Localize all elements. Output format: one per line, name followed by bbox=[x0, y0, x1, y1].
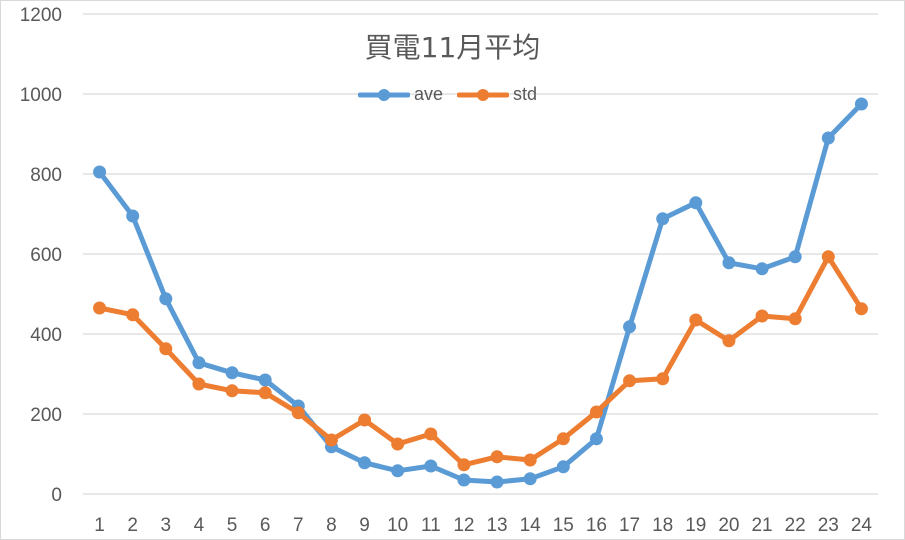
data-point bbox=[788, 250, 802, 264]
y-tick-label: 800 bbox=[30, 165, 62, 186]
data-point bbox=[424, 427, 438, 441]
x-tick-label: 11 bbox=[421, 515, 441, 536]
data-point bbox=[225, 366, 239, 380]
y-tick-label: 0 bbox=[51, 485, 62, 506]
data-point bbox=[689, 313, 703, 327]
y-tick-label: 400 bbox=[30, 325, 62, 346]
data-point bbox=[656, 212, 670, 226]
y-tick-label: 600 bbox=[30, 245, 62, 266]
y-tick-label: 1200 bbox=[20, 5, 62, 26]
data-point bbox=[623, 374, 637, 388]
legend: ave std bbox=[358, 84, 537, 105]
x-tick-label: 20 bbox=[718, 515, 739, 536]
legend-label-std: std bbox=[513, 84, 538, 104]
legend-marker-ave-icon bbox=[358, 88, 410, 101]
data-point bbox=[258, 373, 272, 387]
data-point bbox=[424, 459, 438, 473]
data-point bbox=[391, 464, 405, 478]
data-point bbox=[656, 372, 670, 386]
data-point bbox=[324, 433, 338, 447]
chart-title: 買電11月平均 bbox=[364, 31, 541, 64]
x-tick-label: 3 bbox=[161, 515, 172, 536]
x-tick-label: 10 bbox=[387, 515, 408, 536]
x-tick-label: 6 bbox=[260, 515, 271, 536]
data-point bbox=[722, 256, 736, 270]
data-point bbox=[126, 209, 140, 223]
x-tick-label: 8 bbox=[326, 515, 337, 536]
x-tick-label: 23 bbox=[818, 515, 839, 536]
data-point bbox=[589, 432, 603, 446]
x-tick-label: 16 bbox=[586, 515, 607, 536]
x-tick-label: 12 bbox=[453, 515, 474, 536]
data-point bbox=[523, 472, 537, 486]
data-point bbox=[192, 356, 206, 370]
x-tick-label: 5 bbox=[227, 515, 238, 536]
data-point bbox=[457, 473, 471, 487]
x-tick-label: 1 bbox=[94, 515, 105, 536]
legend-item-ave: ave bbox=[358, 84, 443, 105]
x-tick-label: 21 bbox=[751, 515, 772, 536]
legend-item-std: std bbox=[457, 84, 537, 105]
x-tick-label: 15 bbox=[553, 515, 574, 536]
data-point bbox=[159, 292, 173, 306]
x-tick-label: 14 bbox=[520, 515, 542, 536]
x-tick-label: 17 bbox=[619, 515, 640, 536]
data-point bbox=[854, 97, 868, 111]
data-point bbox=[589, 405, 603, 419]
data-point bbox=[821, 131, 835, 145]
x-tick-label: 18 bbox=[652, 515, 673, 536]
data-point bbox=[126, 308, 140, 322]
data-point bbox=[391, 437, 405, 451]
data-point bbox=[192, 377, 206, 391]
data-point bbox=[722, 334, 736, 348]
x-tick-label: 24 bbox=[851, 515, 873, 536]
data-point bbox=[755, 262, 769, 276]
data-point bbox=[689, 196, 703, 210]
data-point bbox=[821, 250, 835, 264]
x-tick-label: 9 bbox=[359, 515, 370, 536]
x-tick-label: 2 bbox=[127, 515, 138, 536]
x-tick-label: 7 bbox=[293, 515, 304, 536]
x-tick-label: 22 bbox=[785, 515, 806, 536]
data-point bbox=[93, 301, 107, 315]
data-point bbox=[457, 458, 471, 472]
data-point bbox=[523, 453, 537, 467]
series-ave bbox=[93, 97, 868, 489]
data-point bbox=[788, 312, 802, 326]
x-tick-label: 4 bbox=[194, 515, 205, 536]
data-point bbox=[258, 386, 272, 400]
legend-label-ave: ave bbox=[414, 84, 444, 104]
data-point bbox=[854, 302, 868, 316]
data-point bbox=[490, 475, 504, 489]
data-point bbox=[159, 342, 173, 356]
data-point bbox=[623, 320, 637, 334]
x-tick-label: 13 bbox=[486, 515, 507, 536]
data-point bbox=[556, 432, 570, 446]
x-tick-label: 19 bbox=[685, 515, 706, 536]
y-tick-label: 200 bbox=[30, 405, 62, 426]
data-point bbox=[291, 406, 305, 420]
data-point bbox=[93, 165, 107, 179]
legend-marker-std-icon bbox=[457, 88, 510, 101]
data-point bbox=[225, 384, 239, 398]
y-tick-label: 1000 bbox=[20, 85, 62, 106]
data-point bbox=[358, 456, 372, 470]
data-point bbox=[755, 309, 769, 323]
data-point bbox=[490, 450, 504, 464]
data-point bbox=[358, 413, 372, 427]
series-std bbox=[93, 250, 868, 472]
data-point bbox=[556, 460, 570, 474]
